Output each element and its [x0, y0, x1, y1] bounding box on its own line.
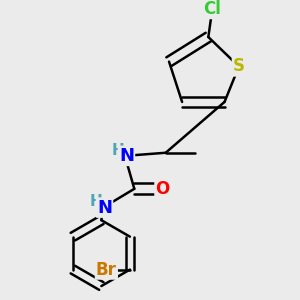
Text: O: O — [155, 180, 170, 198]
Text: H: H — [112, 143, 124, 158]
Text: Cl: Cl — [203, 0, 221, 18]
Text: N: N — [119, 147, 134, 165]
Text: N: N — [97, 199, 112, 217]
Text: S: S — [233, 58, 245, 76]
Text: Br: Br — [96, 261, 117, 279]
Text: H: H — [90, 194, 102, 209]
